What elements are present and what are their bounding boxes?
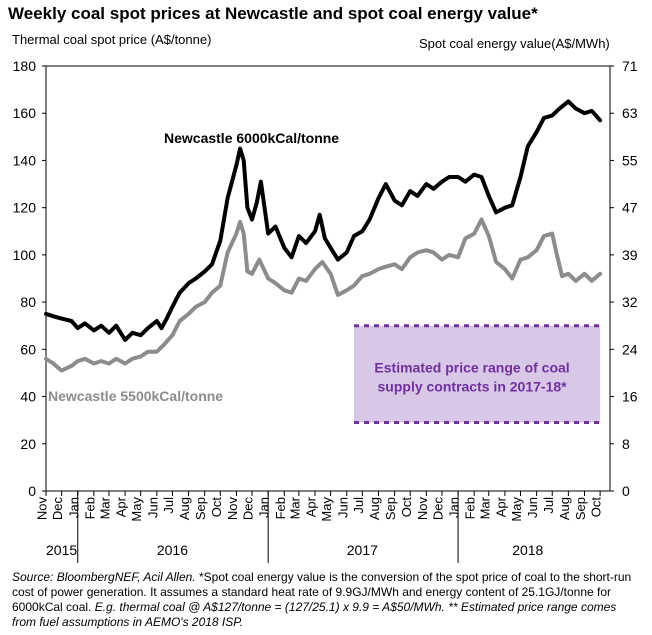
x-month-label: May	[509, 497, 524, 522]
chart-title: Weekly coal spot prices at Newcastle and…	[8, 4, 538, 23]
x-month-label: Nov	[415, 497, 430, 521]
x-month-label: Jul	[161, 497, 176, 514]
x-month-label: Dec	[50, 497, 65, 521]
series-6000kcal-line	[44, 99, 603, 342]
x-month-label: Feb	[82, 497, 97, 519]
x-month-label: Jun	[335, 497, 350, 518]
y-left-tick-label: 160	[13, 105, 37, 121]
x-month-label: Feb	[463, 497, 478, 519]
y-right-tick-label: 0	[622, 483, 630, 499]
y-axis-left-label: Thermal coal spot price (A$/tonne)	[12, 32, 212, 47]
y-axis-right-label: Spot coal energy value(A$/MWh)	[419, 36, 610, 51]
y-left-tick-label: 140	[13, 152, 37, 168]
y-left-tick-label: 180	[13, 58, 37, 74]
x-month-label: Aug	[367, 497, 382, 520]
y-right-tick-label: 8	[622, 436, 630, 452]
y-left-tick-label: 100	[13, 247, 37, 263]
x-month-label: Oct	[589, 497, 604, 518]
footnote-example: E.g. thermal coal @ A$127/tonne = (127/2…	[12, 600, 617, 629]
series-5500kcal-line	[44, 217, 603, 373]
x-year-label: 2018	[512, 542, 543, 558]
footnote: Source: BloombergNEF, Acil Allen. *Spot …	[12, 570, 642, 630]
x-month-label: Dec	[430, 497, 445, 521]
x-month-label: Sep	[193, 497, 208, 520]
x-month-label: Mar	[477, 496, 492, 519]
y-right-tick-label: 55	[622, 152, 638, 168]
x-month-label: Nov	[225, 497, 240, 521]
x-month-label: Feb	[273, 497, 288, 519]
x-month-label: Jan	[447, 497, 462, 518]
contract-price-range-box	[354, 325, 601, 423]
contract-range-label-line2: supply contracts in 2017-18*	[378, 379, 568, 395]
x-year-label: 2016	[157, 542, 188, 558]
x-month-label: Mar	[287, 496, 302, 519]
x-month-label: Apr	[493, 496, 508, 517]
x-month-label: Jun	[525, 497, 540, 518]
x-month-label: Oct	[209, 497, 224, 518]
y-left-tick-label: 0	[28, 483, 36, 499]
y-right-tick-label: 32	[622, 294, 638, 310]
plot-area-border	[45, 65, 611, 492]
x-month-label: May	[129, 497, 144, 522]
x-month-label: Aug	[557, 497, 572, 520]
y-right-tick-label: 47	[622, 200, 638, 216]
x-month-label: Jul	[541, 497, 556, 514]
y-left-tick-label: 80	[20, 294, 36, 310]
series-5500kcal-label: Newcastle 5500kCal/tonne	[48, 388, 223, 404]
y-left-tick-label: 60	[20, 341, 36, 357]
x-month-label: Jan	[257, 497, 272, 518]
coal-price-chart: 0 20 40 60 80 100 120 140 160 180 0 8 16 24 32 39 47 55 63…	[13, 58, 638, 563]
contract-range-label-line1: Estimated price range of coal	[374, 360, 569, 376]
series-6000kcal-label: Newcastle 6000kCal/tonne	[164, 130, 339, 146]
x-month-label: May	[319, 497, 334, 522]
x-month-label: Jun	[145, 497, 160, 518]
x-month-label: Apr	[114, 496, 129, 517]
x-month-label: Apr	[304, 496, 319, 517]
y-right-tick-label: 16	[622, 389, 638, 405]
x-year-label: 2015	[46, 542, 77, 558]
x-month-label: Nov	[35, 497, 50, 521]
x-month-label: Sep	[383, 497, 398, 520]
x-month-label: Oct	[399, 497, 414, 518]
y-left-tick-label: 40	[20, 389, 36, 405]
y-right-tick-label: 63	[622, 105, 638, 121]
x-month-label: Jan	[66, 497, 81, 518]
y-left-tick-label: 20	[20, 436, 36, 452]
y-left-tick-label: 120	[13, 200, 37, 216]
y-right-tick-label: 24	[622, 341, 638, 357]
x-month-label: Mar	[98, 496, 113, 519]
x-month-label: Jul	[351, 497, 366, 514]
y-right-tick-label: 39	[622, 247, 638, 263]
footnote-source: Source: BloombergNEF, Acil Allen.	[12, 570, 199, 584]
footnote-explanation: *Spot coal energy value is the conversio…	[12, 570, 632, 614]
x-month-label: Aug	[177, 497, 192, 520]
y-right-tick-label: 71	[622, 58, 638, 74]
x-year-label: 2017	[347, 542, 378, 558]
x-month-label: Sep	[573, 497, 588, 520]
x-month-label: Dec	[241, 497, 256, 521]
